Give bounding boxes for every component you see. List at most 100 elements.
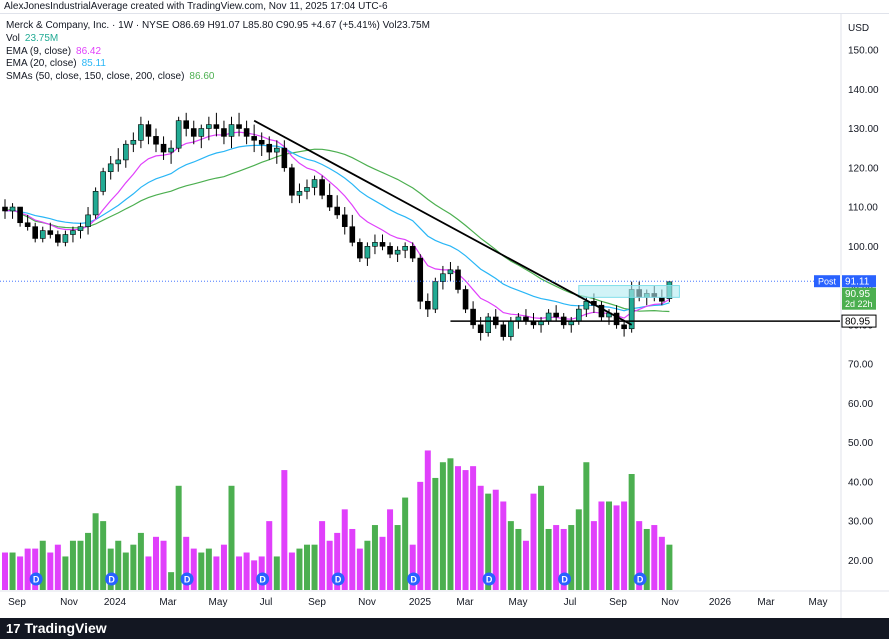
candle-body (394, 249, 401, 255)
volume-bar (100, 521, 107, 590)
dividend-marker[interactable]: D (558, 572, 572, 586)
volume-bar (492, 489, 499, 590)
dividend-letter: D (184, 575, 191, 585)
dividend-marker[interactable]: D (331, 572, 345, 586)
dividend-marker[interactable]: D (256, 572, 270, 586)
volume-bar (424, 450, 431, 590)
volume-bar (590, 521, 597, 590)
time-tick-label: 2026 (709, 597, 732, 608)
candle-body (228, 124, 235, 137)
candle-body (9, 206, 16, 212)
volume-bar (417, 481, 424, 590)
volume-bar (379, 536, 386, 590)
price-tick-label: 70.00 (848, 360, 873, 371)
volume-bar (24, 548, 31, 590)
tv-logo-icon: 17 (6, 621, 21, 636)
dividend-icon (105, 572, 119, 586)
legend-vol: Vol 23.75M (6, 32, 59, 44)
candle-body (281, 147, 288, 169)
candle-body (409, 246, 416, 259)
time-tick-label: Mar (159, 597, 177, 608)
volume-bar (364, 540, 371, 590)
time-tick-label: Sep (8, 597, 26, 608)
price-chart[interactable]: USD 150.00 140.00 130.00 120.00 110.00 100.00 9… (0, 0, 889, 618)
post-tag (814, 275, 840, 288)
volume-bar (545, 528, 552, 590)
legend-vol-value: 23.75M (24, 32, 59, 44)
candle-body (379, 242, 386, 247)
volume-bar (2, 552, 8, 590)
volume-bar (115, 540, 122, 590)
volume-bar (153, 536, 159, 590)
dividend-marker[interactable]: D (633, 572, 647, 586)
volume-bar (236, 556, 243, 590)
candle-body (477, 324, 484, 333)
dividend-marker[interactable]: D (407, 572, 421, 586)
candle-body (575, 308, 582, 322)
volume-bar (485, 493, 492, 590)
time-tick-label: 2025 (409, 597, 432, 608)
candle-body (70, 230, 76, 235)
candle-body (32, 226, 39, 239)
price-tick-label: 100.00 (848, 242, 879, 253)
candle-body (221, 128, 227, 137)
time-tick-label: May (809, 597, 828, 608)
candle-body (168, 147, 174, 153)
credit-bar: AlexJonesIndustrialAverage created with … (0, 0, 889, 14)
candle-body (160, 143, 167, 153)
volume-bar (251, 560, 258, 590)
footer: 17 TradingView (0, 618, 889, 639)
candle-body (659, 297, 665, 302)
candle-body (17, 206, 23, 224)
dividend-letter: D (637, 575, 644, 585)
brand-name: TradingView (24, 620, 107, 636)
price-tick-label: 110.00 (848, 203, 878, 214)
legend-sma-value: 86.60 (189, 71, 215, 83)
volume-bar (470, 466, 477, 590)
volume-bar (341, 509, 348, 590)
candle-body (55, 234, 61, 243)
volume-bar (530, 493, 537, 590)
legend-sma: SMAs (50, close, 150, close, 200, close)… (6, 71, 215, 83)
candle-body (341, 214, 348, 227)
dividend-marker[interactable]: D (180, 572, 194, 586)
candle-body (39, 230, 46, 239)
candle-body (372, 242, 378, 247)
volume-bar (273, 556, 280, 590)
dividend-marker[interactable]: D (482, 572, 496, 586)
volume-bar (643, 528, 650, 590)
dividend-marker[interactable]: D (29, 572, 43, 586)
candles (2, 112, 673, 341)
candle-body (296, 191, 303, 196)
time-tick-label: Jul (564, 597, 577, 608)
candle-body (500, 324, 507, 337)
bar-countdown: 2d 22h (845, 299, 873, 309)
price-tick-label: 40.00 (848, 477, 873, 488)
moving-averages (4, 131, 670, 320)
volume-bar (621, 501, 628, 590)
volume-bar (304, 544, 310, 590)
dividend-icon (633, 572, 647, 586)
candle-body (289, 167, 295, 196)
candle-body (198, 128, 205, 137)
volume-bar (575, 509, 582, 590)
volume-bar (9, 552, 16, 590)
volume-bars (2, 450, 673, 590)
drawings[interactable] (0, 119, 840, 326)
candle-body (402, 246, 408, 251)
volume-bar (560, 528, 567, 590)
price-tick-label: 20.00 (848, 556, 873, 567)
volume-bar (538, 485, 545, 590)
candle-body (243, 128, 250, 137)
volume-bar (168, 572, 175, 590)
price-tick-label: 60.00 (848, 399, 873, 410)
tradingview-logo[interactable]: 17 TradingView (6, 620, 107, 637)
post-tag-label: Post (818, 277, 837, 287)
volume-bar (462, 470, 469, 590)
candle-body (387, 246, 393, 255)
dividend-marker[interactable]: D (105, 572, 119, 586)
price-tick-label: 150.00 (848, 46, 879, 57)
volume-bar (77, 540, 84, 590)
